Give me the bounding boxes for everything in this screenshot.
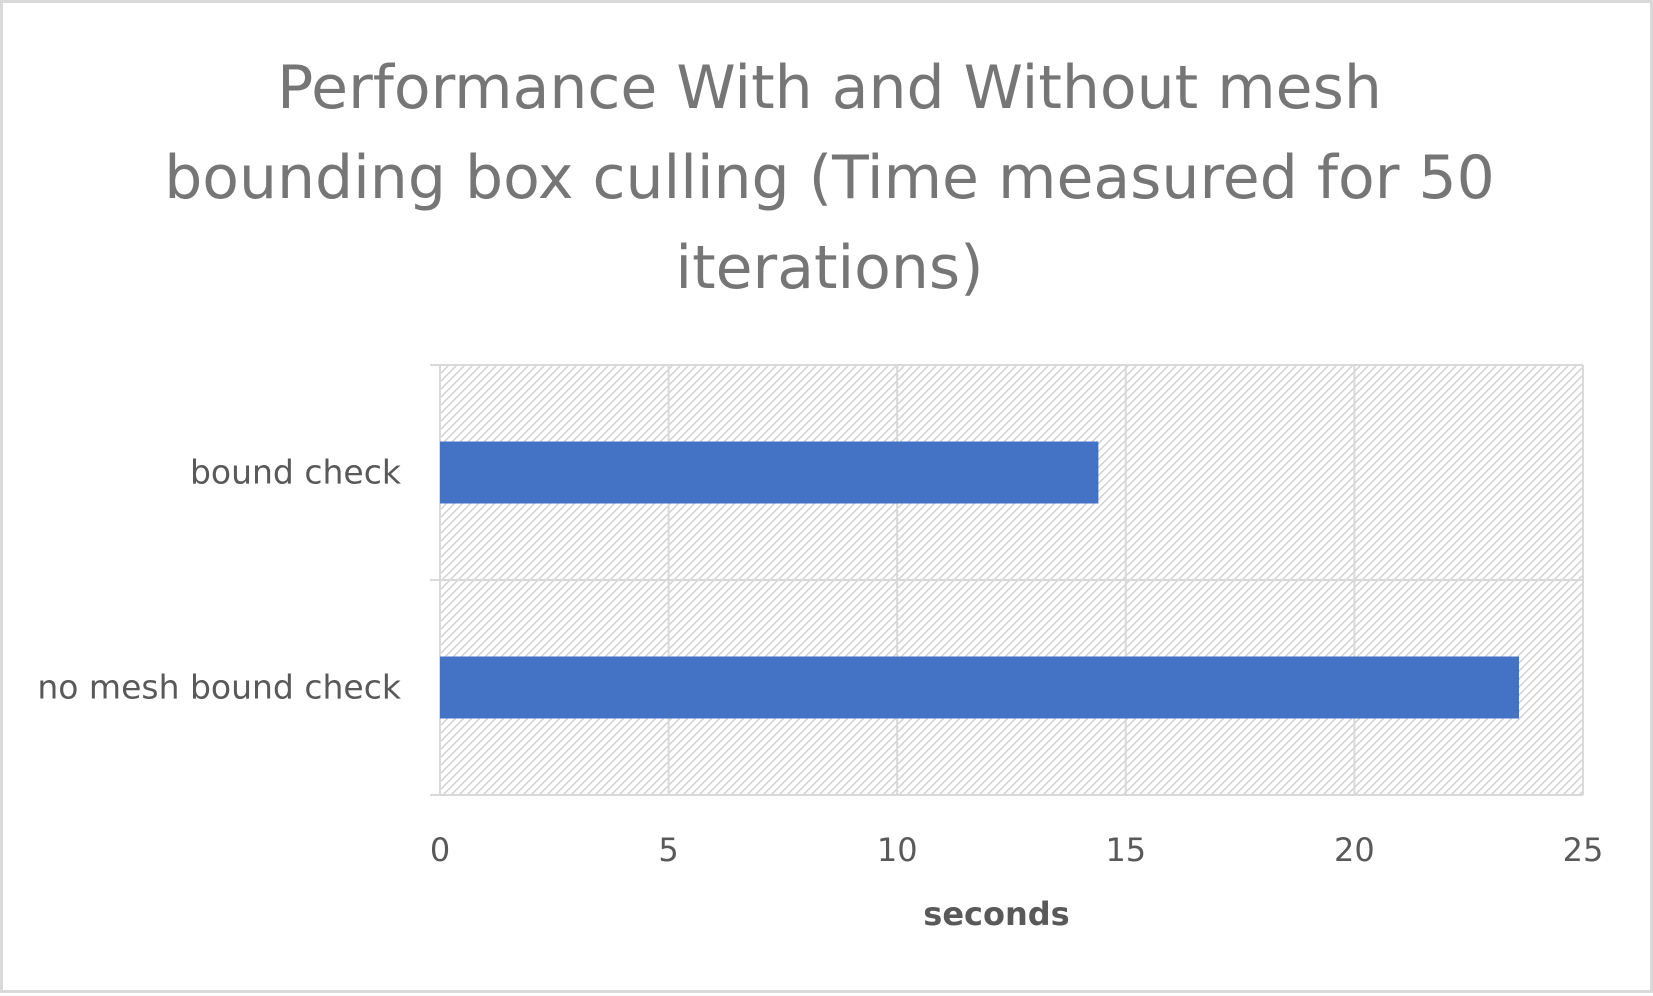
plot-area: bound check no mesh bound check 0 5 10 15 20 25… xyxy=(37,364,1604,933)
x-axis-title: seconds xyxy=(923,895,1069,933)
x-tick-label: 20 xyxy=(1334,831,1375,869)
x-tick-label: 15 xyxy=(1105,831,1146,869)
x-tick-label: 10 xyxy=(877,831,918,869)
bar-bound-check xyxy=(440,441,1099,504)
category-label: bound check xyxy=(190,453,402,492)
x-tick-label: 25 xyxy=(1563,831,1604,869)
x-tick-label: 0 xyxy=(430,831,450,869)
chart-title: Performance With and Without mesh boundi… xyxy=(164,53,1495,303)
bar-no-mesh-bound-check xyxy=(440,656,1519,719)
category-label: no mesh bound check xyxy=(37,668,402,707)
x-tick-label: 5 xyxy=(658,831,678,869)
